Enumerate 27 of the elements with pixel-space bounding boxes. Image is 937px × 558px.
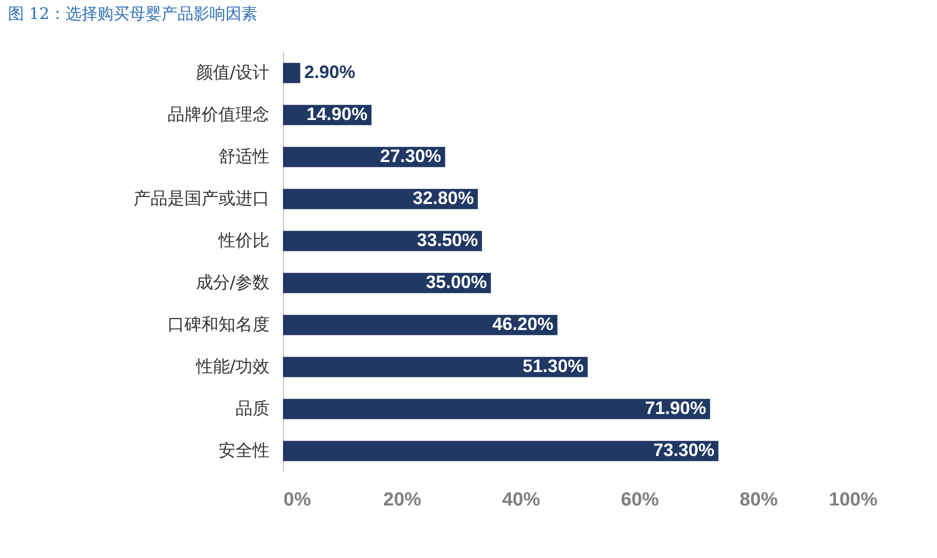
y-tick-label: 口碑和知名度 bbox=[168, 315, 270, 335]
y-tick-label: 性价比 bbox=[218, 231, 270, 251]
text: 图 12：选择购买母婴产品影响因素 bbox=[8, 4, 258, 25]
x-tick-label: 80% bbox=[740, 490, 778, 510]
y-tick-label: 品质 bbox=[236, 399, 270, 419]
data-label: 51.30% bbox=[522, 356, 584, 376]
data-label: 71.90% bbox=[645, 398, 706, 418]
y-tick-label: 安全性 bbox=[218, 441, 270, 461]
x-tick-label: 0% bbox=[284, 490, 312, 510]
y-tick-label: 产品是国产或进口 bbox=[134, 189, 270, 209]
y-tick-label: 性能/功效 bbox=[194, 357, 270, 377]
data-label: 33.50% bbox=[416, 230, 478, 250]
x-tick-label: 40% bbox=[502, 490, 540, 510]
data-label: 27.30% bbox=[380, 146, 442, 166]
y-tick-label: 舒适性 bbox=[218, 147, 270, 167]
y-tick-label: 品牌价值理念 bbox=[168, 105, 270, 125]
y-tick-label: 颜值/设计 bbox=[196, 63, 270, 83]
y-tick-label: 成分/参数 bbox=[196, 273, 270, 293]
data-label: 32.80% bbox=[412, 188, 474, 208]
x-tick-label: 100% bbox=[828, 490, 878, 510]
x-tick-label: 20% bbox=[383, 490, 422, 510]
x-tick-label: 60% bbox=[620, 490, 660, 510]
data-label: 73.30% bbox=[653, 440, 714, 460]
data-label: 46.20% bbox=[492, 314, 554, 334]
data-label: 35.00% bbox=[426, 272, 487, 292]
data-label: 2.90% bbox=[304, 62, 356, 82]
data-label: 14.90% bbox=[306, 104, 368, 124]
